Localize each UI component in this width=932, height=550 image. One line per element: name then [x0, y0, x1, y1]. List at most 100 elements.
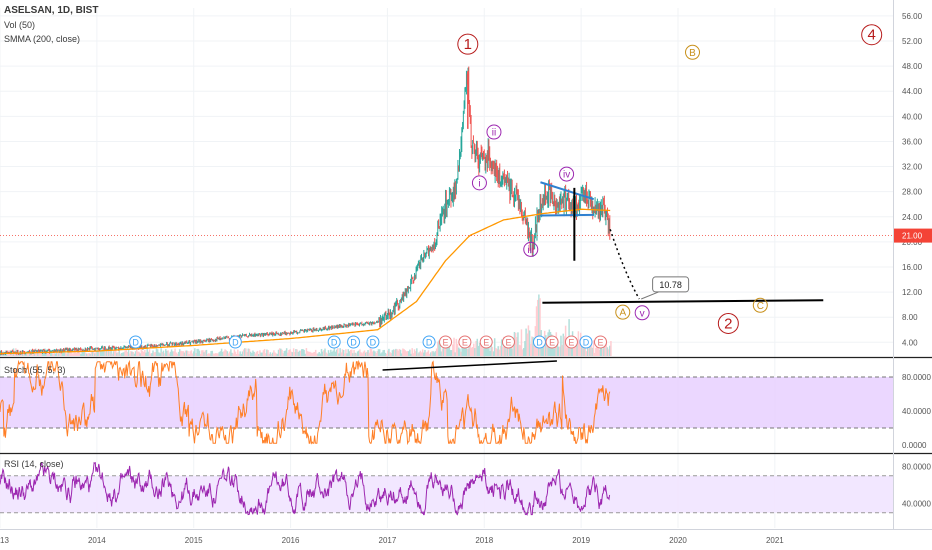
volume-bar [296, 349, 298, 356]
wave-label-circle [615, 304, 631, 320]
volume-bar [294, 352, 296, 356]
volume-bar [216, 353, 218, 356]
volume-bar [509, 341, 511, 356]
volume-bar [545, 335, 547, 356]
volume-bar [339, 348, 341, 356]
volume-bar [247, 348, 250, 356]
volume-bar [302, 348, 304, 356]
volume-bar [177, 351, 180, 356]
volume-bar [210, 351, 212, 356]
volume-bar [560, 335, 562, 356]
volume-bar [375, 352, 377, 356]
volume-bar [224, 349, 226, 356]
volume-bar [166, 350, 168, 356]
volume-bar [283, 350, 286, 356]
volume-bar [38, 351, 40, 356]
volume-bar [237, 349, 239, 356]
volume-bar [338, 353, 340, 356]
volume-bar [281, 349, 283, 356]
volume-bar [528, 330, 531, 356]
volume-bar [367, 350, 369, 356]
volume-bar [504, 343, 506, 356]
volume-bar [98, 348, 101, 356]
volume-bar [520, 329, 523, 356]
volume-bar [460, 351, 462, 356]
volume-bar [245, 348, 247, 356]
volume-bar [610, 340, 612, 356]
volume-bar [102, 350, 104, 356]
volume-bar [392, 349, 395, 356]
volume-bar [174, 348, 176, 356]
volume-bar [419, 350, 422, 356]
volume-bar [288, 349, 290, 356]
volume-bar [327, 350, 330, 356]
volume-bar [284, 350, 287, 356]
volume-bar [604, 338, 606, 356]
volume-bar [242, 349, 245, 356]
wave-label-B: B [689, 48, 696, 59]
volume-bar [595, 347, 597, 356]
volume-bar [133, 353, 136, 356]
volume-bar [405, 351, 408, 356]
volume-bar [546, 344, 548, 356]
volume-bar [86, 353, 88, 356]
volume-bar [183, 352, 186, 356]
volume-bar [588, 348, 590, 356]
volume-bar [255, 351, 258, 356]
volume-bar [325, 352, 327, 356]
volume-bar [76, 350, 79, 356]
volume-bar [349, 349, 352, 356]
earnings-marker-label: E [597, 338, 603, 348]
volume-bar [384, 352, 387, 356]
earnings-marker-label: E [549, 338, 555, 348]
wave-label-circle [486, 124, 502, 140]
volume-bar [58, 353, 60, 356]
volume-bar [346, 353, 348, 356]
volume-bar [449, 350, 452, 356]
wave-label-ii: ii [492, 128, 496, 139]
volume-bar [412, 353, 415, 356]
volume-bar [402, 348, 404, 356]
volume-bar [196, 348, 198, 356]
volume-bar [443, 348, 446, 356]
volume-bar [208, 353, 210, 356]
volume-bar [146, 348, 148, 356]
volume-bar [215, 353, 217, 356]
volume-bar [586, 341, 589, 356]
volume-bar [538, 294, 540, 356]
volume-bar [388, 348, 390, 356]
volume-bar [67, 350, 69, 356]
volume-bar [268, 353, 270, 356]
volume-bar [589, 344, 591, 356]
volume-bar [445, 347, 447, 356]
volume-bar [184, 350, 187, 356]
volume-bar [485, 346, 488, 356]
price-tick-label: 36.00 [902, 137, 923, 146]
volume-bar [65, 352, 67, 356]
event-marker [545, 335, 559, 349]
volume-bar [120, 352, 123, 356]
volume-bar [3, 353, 5, 356]
volume-bar [496, 349, 498, 356]
volume-bar [218, 352, 221, 356]
volume-bar [110, 348, 112, 356]
volume-bar [512, 341, 515, 356]
volume-bar [374, 351, 376, 356]
volume-bar [269, 352, 272, 356]
volume-bar [607, 349, 610, 356]
volume-bar [559, 346, 561, 356]
volume-bar [219, 351, 222, 356]
volume-bar [232, 353, 234, 356]
volume-bar [282, 353, 284, 356]
volume-bar [474, 348, 476, 356]
volume-bar [366, 351, 368, 356]
volume-bar [94, 353, 96, 356]
volume-bar [352, 353, 354, 356]
volume-bar [368, 352, 370, 356]
volume-bar [262, 350, 265, 356]
volume-bar [355, 353, 358, 356]
volume-bar [32, 353, 35, 356]
volume-bar [476, 338, 479, 356]
callout-text: 10.78 [659, 280, 682, 290]
